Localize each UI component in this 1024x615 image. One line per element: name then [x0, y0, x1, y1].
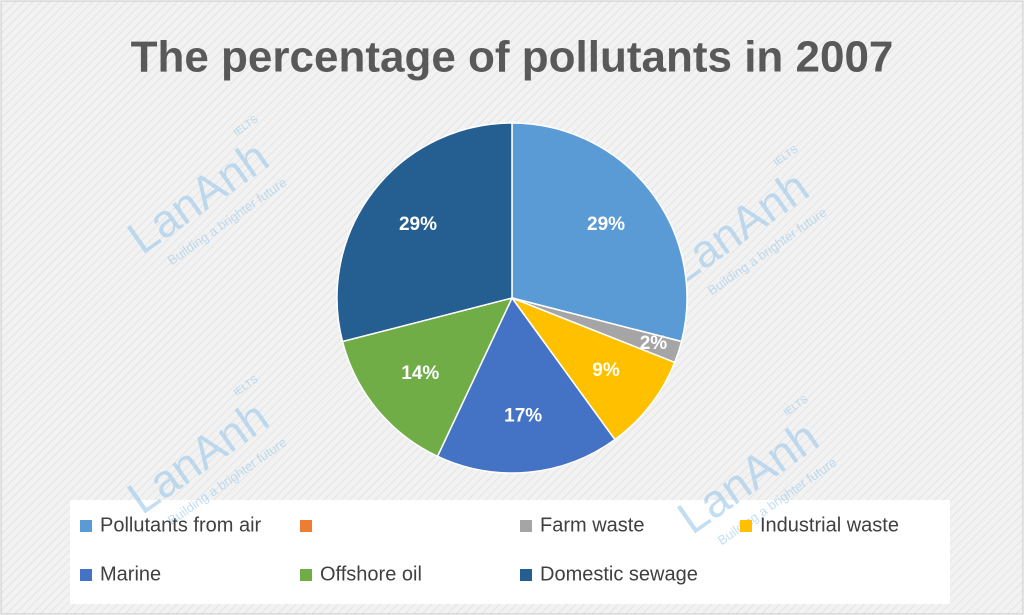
legend-swatch — [80, 569, 92, 581]
legend-label: Domestic sewage — [540, 563, 698, 585]
legend-swatch — [80, 520, 92, 532]
legend-swatch — [520, 569, 532, 581]
legend-swatch — [740, 520, 752, 532]
legend-label: Farm waste — [540, 514, 644, 536]
pie-slice — [509, 296, 676, 441]
legend-label: Offshore oil — [320, 563, 422, 585]
legend-swatch — [300, 520, 312, 532]
data-label: 14% — [401, 363, 439, 384]
data-label: 29% — [399, 214, 437, 235]
pie-slice — [341, 296, 514, 458]
legend-swatch — [520, 520, 532, 532]
data-label: 2% — [640, 333, 668, 354]
data-label: 29% — [587, 214, 625, 235]
data-label: 17% — [504, 405, 542, 426]
legend-label: Industrial waste — [760, 514, 899, 536]
chart-title: The percentage of pollutants in 2007 — [131, 33, 894, 82]
legend-label: Pollutants from air — [100, 514, 262, 536]
pie-slice — [511, 122, 688, 343]
pie-slice — [336, 122, 513, 343]
pie-slice — [436, 296, 616, 474]
data-label: 9% — [592, 360, 620, 381]
legend-label: Marine — [100, 563, 161, 585]
legend-swatch — [300, 569, 312, 581]
legend-box — [70, 500, 950, 604]
